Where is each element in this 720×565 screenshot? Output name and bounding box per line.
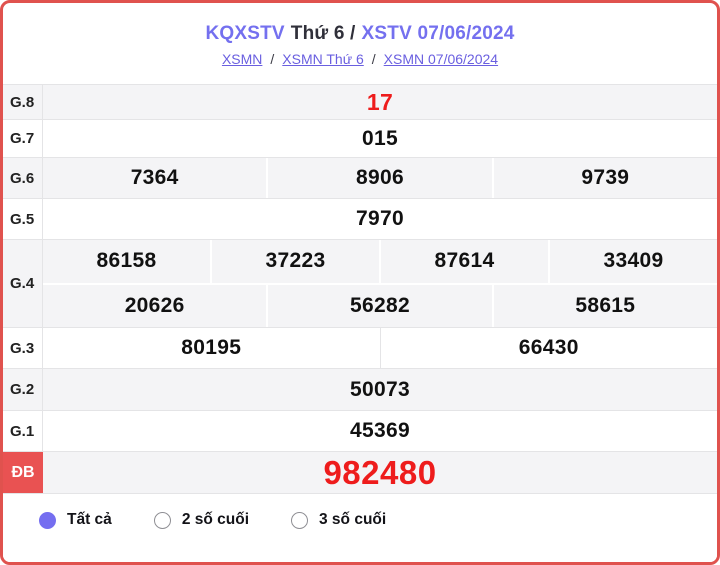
prize-row-đb: ĐB 982480 <box>3 451 717 494</box>
prize-row-label: G.5 <box>3 199 43 239</box>
prize-row-label: ĐB <box>3 452 43 493</box>
prize-row-g1: G.1 45369 <box>3 410 717 451</box>
prize-row-label: G.6 <box>3 158 43 198</box>
breadcrumb-link-xsmn-date[interactable]: XSMN 07/06/2024 <box>383 50 499 67</box>
prize-sub-row: 20626 56282 58615 <box>43 282 717 327</box>
prize-number: 7364 <box>130 166 179 189</box>
prize-number: 7970 <box>356 207 404 230</box>
prize-number: 45369 <box>350 419 410 442</box>
prize-number: 982480 <box>323 453 437 491</box>
prize-row-values: 015 <box>43 120 717 157</box>
prize-row-g5: G.5 7970 <box>3 198 717 239</box>
prize-sub-row: 7364 8906 9739 <box>43 158 717 198</box>
prize-row-label: G.3 <box>3 328 43 368</box>
prize-number: 33409 <box>548 240 717 283</box>
prize-number: 80195 <box>181 336 242 359</box>
prize-row-g3: G.3 80195 66430 <box>3 327 717 368</box>
prize-row-values: 7364 8906 9739 <box>43 158 717 198</box>
prize-number: 50073 <box>350 377 410 401</box>
filter-option-label: 3 số cuối <box>319 511 387 528</box>
radio-selected-icon[interactable] <box>39 511 56 529</box>
prize-row-g4: G.4 86158 37223 87614 33409 20626 56282 58615 <box>3 239 717 327</box>
prize-number: 015 <box>362 126 398 150</box>
breadcrumb-link-xsmn[interactable]: XSMN <box>221 50 263 67</box>
prize-number: 87614 <box>379 240 548 283</box>
prize-sub-row: 80195 66430 <box>43 328 717 368</box>
prize-sub-row: 015 <box>43 120 717 157</box>
prize-number: 37223 <box>210 240 379 283</box>
filter-option-label: Tất cả <box>67 511 112 528</box>
radio-unselected-icon[interactable] <box>291 511 308 529</box>
prize-number: 66430 <box>379 328 718 368</box>
prize-number: 58615 <box>491 284 717 327</box>
prize-sub-row: 50073 <box>43 369 717 410</box>
breadcrumb: XSMN / XSMN Thứ 6 / XSMN 07/06/2024 <box>222 51 498 67</box>
prize-sub-row: 982480 <box>43 452 717 493</box>
prize-row-label: G.7 <box>3 120 43 157</box>
page-title: KQXSTV Thứ 6 / XSTV 07/06/2024 <box>205 23 514 45</box>
prize-number: 8906 <box>266 158 491 198</box>
prize-row-label: G.8 <box>3 85 43 119</box>
prize-row-values: 982480 <box>43 452 717 493</box>
breadcrumb-separator: / <box>371 50 376 67</box>
prize-sub-row: 86158 37223 87614 33409 <box>43 240 717 283</box>
prize-sub-row: 17 <box>43 85 717 119</box>
prize-row-values: 80195 66430 <box>43 328 717 368</box>
breadcrumb-link-xsmn-thu6[interactable]: XSMN Thứ 6 <box>282 50 364 67</box>
prize-number: 9739 <box>491 158 717 198</box>
prize-sub-row: 7970 <box>43 199 717 239</box>
prize-number: 17 <box>366 88 394 115</box>
title-date: XSTV 07/06/2024 <box>361 22 515 44</box>
prize-row-values: 7970 <box>43 199 717 239</box>
title-kqxstv: KQXSTV <box>205 22 285 44</box>
prize-number: 86158 <box>96 249 157 273</box>
prize-row-g2: G.2 50073 <box>3 368 717 410</box>
prize-row-values: 50073 <box>43 369 717 410</box>
prize-row-label: G.4 <box>3 240 43 327</box>
filter-bar: Tất cả 2 số cuối 3 số cuối <box>3 494 717 562</box>
prize-row-values: 86158 37223 87614 33409 20626 56282 58615 <box>43 240 717 327</box>
filter-option-all[interactable]: Tất cả <box>39 511 112 529</box>
header: KQXSTV Thứ 6 / XSTV 07/06/2024 XSMN / XS… <box>3 3 717 84</box>
radio-unselected-icon[interactable] <box>153 511 171 529</box>
prize-row-g8: G.8 17 <box>3 84 717 119</box>
prize-table: G.8 17 G.7 015 G.6 7364 8906 9739 G.5 7970 G.4 8615… <box>3 84 717 494</box>
prize-row-values: 17 <box>43 85 717 119</box>
breadcrumb-separator: / <box>270 50 275 67</box>
prize-row-label: G.2 <box>3 369 43 410</box>
prize-sub-row: 45369 <box>43 411 717 451</box>
prize-number: 20626 <box>124 293 185 317</box>
filter-option-label: 2 số cuối <box>181 511 249 528</box>
title-weekday: Thứ 6 / <box>290 22 356 44</box>
prize-row-g6: G.6 7364 8906 9739 <box>3 157 717 198</box>
prize-row-values: 45369 <box>43 411 717 451</box>
prize-row-label: G.1 <box>3 411 43 451</box>
prize-number: 56282 <box>266 284 491 327</box>
filter-option-last2[interactable]: 2 số cuối <box>153 511 249 529</box>
prize-row-g7: G.7 015 <box>3 119 717 157</box>
filter-option-last3[interactable]: 3 số cuối <box>291 511 386 529</box>
